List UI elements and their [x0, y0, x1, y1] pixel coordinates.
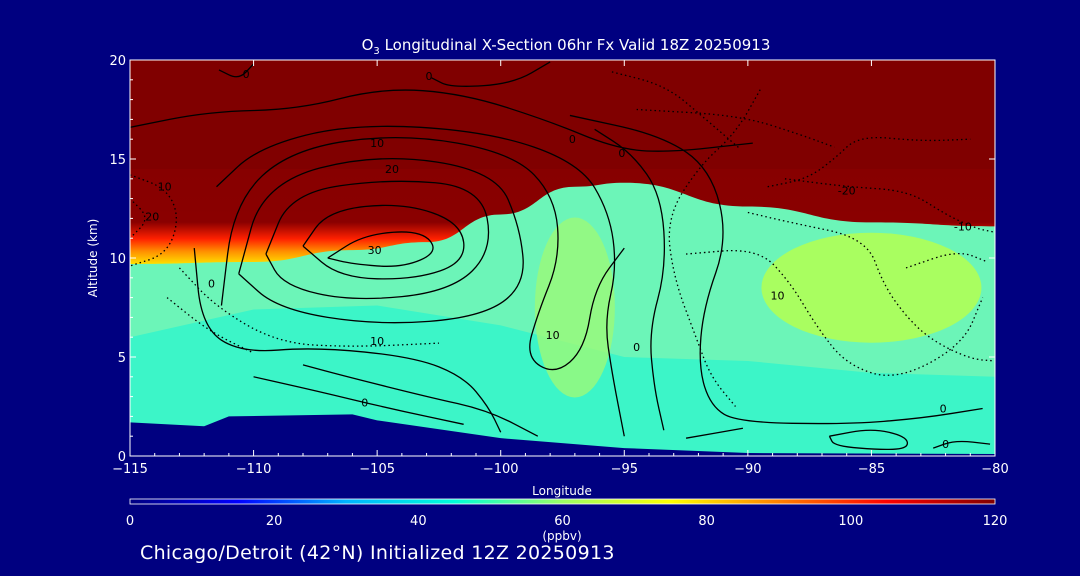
contour-label-5: 10	[370, 137, 384, 150]
contour-solid-13	[431, 61, 551, 87]
contour-lines	[130, 61, 995, 451]
contour-dotted-8	[767, 137, 971, 188]
contour-solid-9	[253, 376, 464, 425]
contour-solid-7	[216, 125, 625, 437]
contour-label-19: 0	[942, 438, 949, 451]
contour-solid-12	[130, 89, 753, 152]
contour-label-18: 0	[940, 402, 947, 415]
contour-label-2: 0	[426, 70, 433, 83]
x-tick-label-7: −80	[981, 462, 1008, 477]
contour-dotted-5	[668, 89, 761, 407]
contour-solid-16	[932, 440, 991, 449]
contour-solid-8	[302, 364, 539, 437]
y-tick-label-1: 5	[118, 351, 126, 366]
y-axis-label: Altitude (km)	[86, 219, 100, 298]
contour-label-14: 0	[633, 341, 640, 354]
colorbar-tick-label-2: 40	[410, 514, 427, 529]
contour-label-12: 0	[361, 397, 368, 410]
contour-label-16: -10	[954, 220, 972, 233]
contour-label-9: 20	[145, 210, 159, 223]
contour-label-6: 20	[385, 163, 399, 176]
contour-dotted-4	[166, 297, 254, 354]
contour-solid-3	[265, 180, 490, 300]
y-tick-label-3: 15	[109, 153, 126, 168]
terrain-mask	[130, 414, 995, 456]
contour-dotted-7	[784, 178, 995, 233]
chart-title: O3 Longitudinal X-Section 06hr Fx Valid …	[362, 36, 771, 57]
contour-solid-4	[238, 157, 524, 324]
x-tick-label-1: −110	[236, 462, 272, 477]
contour-label-13: 10	[546, 329, 560, 342]
contour-label-17: 10	[771, 290, 785, 303]
y-tick-label-0: 0	[118, 450, 126, 465]
x-tick-label-0: −115	[112, 462, 148, 477]
contour-solid-2	[302, 204, 465, 280]
contour-label-8: 10	[158, 181, 172, 194]
colorbar-tick-label-0: 0	[126, 514, 134, 529]
contour-dotted-12	[636, 108, 835, 148]
colorbar-tick-label-1: 20	[266, 514, 283, 529]
x-tick-label-2: −105	[359, 462, 395, 477]
colorbar-tick-label-6: 120	[983, 514, 1008, 529]
colorbar-tick-label-5: 100	[838, 514, 863, 529]
y-tick-label-2: 10	[109, 252, 126, 267]
contour-dotted-3	[178, 267, 439, 347]
contour-label-4: 0	[618, 147, 625, 160]
contour-solid-6	[193, 248, 502, 433]
contour-solid-5	[220, 137, 625, 371]
contour-label-1: 0	[243, 68, 250, 81]
footer-caption: Chicago/Detroit (42°N) Initialized 12Z 2…	[140, 542, 615, 564]
contour-solid-10	[594, 128, 666, 431]
contour-solid-17	[685, 427, 744, 439]
colorbar: 0 20 40 60 80 100 120	[126, 498, 1008, 529]
x-axis: −115 −110 −105 −100 −95 −90 −85 −80	[112, 60, 1009, 477]
colorbar-tick-label-3: 60	[554, 514, 571, 529]
colorbar-unit: (ppbv)	[542, 529, 581, 543]
contour-label-7: 30	[368, 244, 382, 257]
x-tick-label-4: −95	[611, 462, 638, 477]
x-tick-label-3: −100	[483, 462, 519, 477]
x-axis-label: Longitude	[532, 484, 592, 498]
contour-solid-11	[569, 114, 983, 425]
contour-dotted-9	[747, 211, 995, 362]
ozone-blob-central	[534, 217, 615, 398]
contour-solid-15	[828, 429, 909, 451]
colorbar-tick-label-4: 80	[698, 514, 715, 529]
contour-label-3: 0	[569, 133, 576, 146]
ozone-blob-east	[761, 232, 982, 343]
contour-dotted-10	[905, 253, 988, 269]
stratosphere-core	[130, 60, 995, 169]
y-axis: 0 5 10 15 20	[109, 54, 995, 465]
y-tick-label-4: 20	[109, 54, 126, 69]
x-tick-label-5: −90	[734, 462, 761, 477]
contour-label-15: -20	[838, 185, 856, 198]
contour-solid-14	[218, 63, 255, 78]
colorbar-gradient	[129, 498, 996, 505]
contour-label-10: 0	[208, 278, 215, 291]
contour-solid-1	[327, 231, 434, 267]
contour-label-11: 10	[370, 335, 384, 348]
contour-dotted-2	[130, 198, 146, 239]
x-tick-label-6: −85	[858, 462, 885, 477]
